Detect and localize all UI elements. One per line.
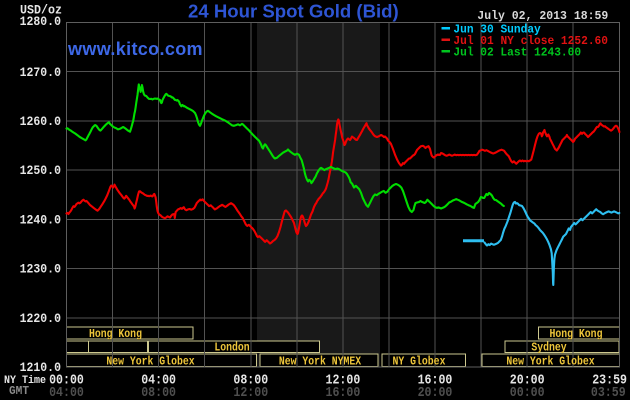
svg-text:12:00: 12:00	[233, 386, 268, 400]
svg-text:04:00: 04:00	[49, 386, 84, 400]
svg-text:Jul 02 Last 1243.00: Jul 02 Last 1243.00	[453, 45, 581, 59]
svg-text:1240.0: 1240.0	[20, 214, 61, 228]
svg-text:1230.0: 1230.0	[20, 263, 61, 277]
svg-text:08:00: 08:00	[141, 386, 176, 400]
svg-text:00:00: 00:00	[510, 386, 545, 400]
svg-text:NY Globex: NY Globex	[393, 356, 446, 369]
svg-text:New York Globex: New York Globex	[506, 356, 594, 369]
svg-text:London: London	[214, 341, 249, 354]
svg-text:20:00: 20:00	[510, 373, 545, 388]
svg-text:GMT: GMT	[9, 385, 29, 398]
svg-text:1260.0: 1260.0	[20, 115, 61, 129]
svg-text:20:00: 20:00	[418, 386, 453, 400]
svg-text:1210.0: 1210.0	[20, 361, 61, 375]
svg-text:New York Globex: New York Globex	[106, 356, 194, 369]
svg-text:1280.0: 1280.0	[20, 15, 61, 29]
svg-text:Jun 30 Sunday: Jun 30 Sunday	[453, 22, 541, 36]
svg-text:USD/oz: USD/oz	[20, 3, 62, 17]
svg-text:NY Time: NY Time	[4, 375, 46, 387]
svg-text:Hong Kong: Hong Kong	[89, 328, 142, 341]
svg-text:1270.0: 1270.0	[20, 66, 61, 80]
svg-text:Jul 01 NY close 1252.60: Jul 01 NY close 1252.60	[453, 34, 608, 48]
svg-text:08:00: 08:00	[233, 373, 268, 388]
svg-text:Hong Kong: Hong Kong	[550, 328, 603, 341]
svg-text:1250.0: 1250.0	[20, 164, 61, 178]
svg-text:16:00: 16:00	[418, 373, 453, 388]
svg-text:July 02, 2013 18:59: July 02, 2013 18:59	[477, 9, 608, 23]
svg-text:16:00: 16:00	[326, 386, 361, 400]
svg-text:00:00: 00:00	[49, 373, 84, 388]
svg-text:New York NYMEX: New York NYMEX	[279, 356, 361, 369]
svg-text:12:00: 12:00	[326, 373, 361, 388]
svg-text:www.kitco.com: www.kitco.com	[67, 39, 203, 59]
svg-text:03:59: 03:59	[591, 386, 626, 400]
svg-text:1220.0: 1220.0	[20, 312, 61, 326]
svg-text:Sydney: Sydney	[531, 341, 566, 354]
svg-text:24 Hour Spot Gold (Bid): 24 Hour Spot Gold (Bid)	[188, 1, 399, 22]
svg-text:23:59: 23:59	[592, 373, 627, 388]
svg-text:04:00: 04:00	[141, 373, 176, 388]
